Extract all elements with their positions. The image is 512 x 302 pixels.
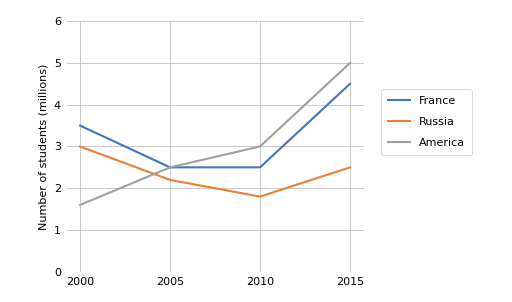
Russia <box>167 178 173 182</box>
France <box>167 165 173 169</box>
France <box>77 124 83 127</box>
Russia <box>77 145 83 148</box>
America <box>77 203 83 207</box>
France <box>257 165 263 169</box>
America <box>347 61 353 65</box>
Line: Russia: Russia <box>80 146 350 197</box>
Legend: France, Russia, America: France, Russia, America <box>381 89 472 155</box>
America <box>167 165 173 169</box>
Russia <box>257 195 263 198</box>
America <box>257 145 263 148</box>
Y-axis label: Number of students (millions): Number of students (millions) <box>38 63 48 230</box>
France <box>347 82 353 86</box>
Russia <box>347 165 353 169</box>
Line: France: France <box>80 84 350 167</box>
Line: America: America <box>80 63 350 205</box>
